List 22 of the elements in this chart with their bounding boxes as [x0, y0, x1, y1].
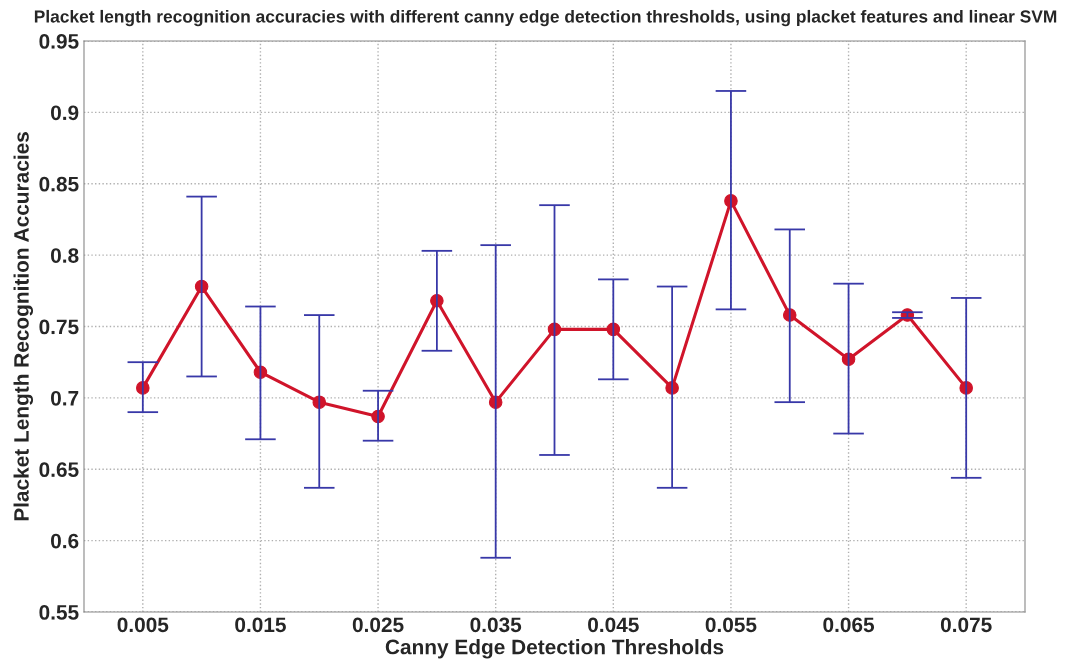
x-tick-label: 0.025	[352, 617, 404, 633]
y-tick-label: 0.9	[51, 105, 79, 121]
y-tick-label: 0.7	[51, 390, 79, 406]
y-tick-label: 0.65	[39, 462, 79, 477]
y-tick-label: 0.85	[39, 176, 79, 192]
x-tick-label: 0.015	[235, 617, 286, 633]
y-tick-label: 0.95	[39, 34, 79, 49]
y-axis-title: Placket Length Recognition Accuracies	[13, 132, 34, 521]
y-tick-label: 0.55	[39, 605, 79, 620]
x-tick-label: 0.045	[588, 617, 639, 633]
x-tick-label: 0.035	[470, 617, 522, 633]
y-tick-label: 0.6	[51, 533, 79, 549]
y-tick-label: 0.75	[39, 319, 79, 335]
x-axis-title: Canny Edge Detection Thresholds	[385, 639, 724, 659]
point	[841, 352, 856, 367]
y-tick-label: 0.8	[51, 248, 79, 263]
x-tick-label: 0.055	[705, 617, 757, 633]
chart-title: Placket length recognition accuracies with different canny edge detection thresholds, using placket features and linear SVM	[34, 9, 1057, 27]
point	[547, 322, 562, 337]
x-tick-label: 0.005	[117, 617, 169, 633]
x-tick-label: 0.065	[823, 617, 875, 633]
x-tick-label: 0.075	[940, 617, 992, 633]
